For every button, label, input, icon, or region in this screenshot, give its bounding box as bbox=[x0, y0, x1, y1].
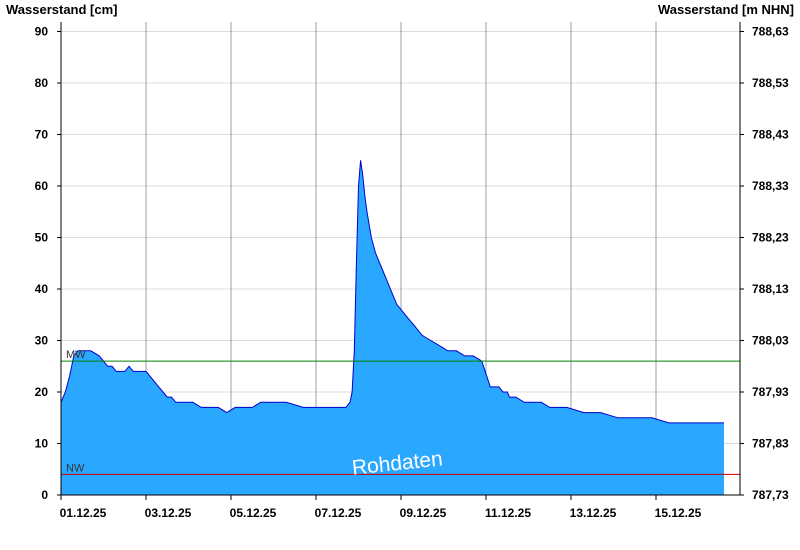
x-tick-label: 07.12.25 bbox=[315, 506, 362, 520]
y-left-tick-label: 10 bbox=[35, 437, 49, 451]
y-right-tick-label: 788,33 bbox=[752, 179, 789, 193]
y-left-tick-label: 90 bbox=[35, 25, 49, 39]
data-layer bbox=[60, 160, 724, 496]
y-left-tick-label: 60 bbox=[35, 179, 49, 193]
y-left-tick-label: 0 bbox=[41, 488, 48, 502]
y-left-tick-label: 80 bbox=[35, 76, 49, 90]
axis-layer bbox=[57, 22, 744, 500]
x-tick-label: 15.12.25 bbox=[655, 506, 702, 520]
y-right-axis-title: Wasserstand [m NHN] bbox=[657, 2, 794, 17]
y-right-tick-label: 787,83 bbox=[752, 437, 789, 451]
y-right-tick-label: 788,03 bbox=[752, 334, 789, 348]
y-right-tick-label: 788,53 bbox=[752, 76, 789, 90]
x-tick-label: 05.12.25 bbox=[230, 506, 277, 520]
y-left-tick-label: 70 bbox=[35, 128, 49, 142]
y-left-tick-label: 40 bbox=[35, 282, 49, 296]
x-tick-label: 09.12.25 bbox=[400, 506, 447, 520]
x-tick-label: 11.12.25 bbox=[485, 506, 531, 520]
y-right-tick-label: 788,43 bbox=[752, 128, 789, 142]
x-tick-label: 13.12.25 bbox=[570, 506, 617, 520]
ref-label-nw: NW bbox=[66, 462, 85, 474]
y-left-axis-title: Wasserstand [cm] bbox=[6, 2, 118, 17]
y-right-tick-label: 788,13 bbox=[752, 282, 789, 296]
y-left-tick-label: 50 bbox=[35, 231, 49, 245]
x-tick-label: 01.12.25 bbox=[60, 506, 107, 520]
y-left-tick-label: 20 bbox=[35, 385, 49, 399]
series-line bbox=[60, 160, 724, 424]
ref-label-mw: MW bbox=[66, 349, 86, 361]
y-right-tick-label: 788,63 bbox=[752, 25, 789, 39]
y-right-tick-label: 788,23 bbox=[752, 231, 789, 245]
y-left-tick-label: 30 bbox=[35, 334, 49, 348]
y-right-tick-label: 787,73 bbox=[752, 488, 789, 502]
x-tick-label: 03.12.25 bbox=[145, 506, 192, 520]
series-area bbox=[61, 160, 724, 496]
tick-label-layer: 0 787,73 10 787,83 20 787,93 30 788,03 40 788,13 5… bbox=[35, 25, 789, 521]
y-right-tick-label: 787,93 bbox=[752, 385, 789, 399]
